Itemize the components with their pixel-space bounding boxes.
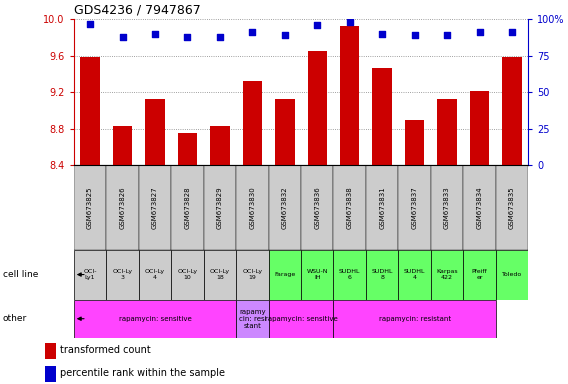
Bar bbox=[275, 99, 295, 165]
Text: percentile rank within the sample: percentile rank within the sample bbox=[60, 368, 224, 378]
Text: GSM673829: GSM673829 bbox=[217, 186, 223, 229]
Bar bbox=[340, 26, 360, 165]
Bar bbox=[307, 51, 327, 165]
Text: Pfeiff
er: Pfeiff er bbox=[472, 269, 487, 280]
Bar bbox=[45, 343, 56, 359]
Bar bbox=[366, 250, 398, 300]
Bar bbox=[236, 300, 269, 338]
Bar bbox=[204, 165, 236, 250]
Point bbox=[410, 32, 419, 38]
Bar bbox=[398, 250, 431, 300]
Bar bbox=[333, 250, 366, 300]
Text: GDS4236 / 7947867: GDS4236 / 7947867 bbox=[74, 3, 201, 17]
Text: transformed count: transformed count bbox=[60, 345, 151, 355]
Point bbox=[215, 34, 224, 40]
Bar bbox=[463, 165, 496, 250]
Text: GSM673838: GSM673838 bbox=[346, 186, 353, 229]
Text: GSM673837: GSM673837 bbox=[412, 186, 417, 229]
Text: GSM673830: GSM673830 bbox=[249, 186, 256, 229]
Bar bbox=[496, 250, 528, 300]
Bar bbox=[243, 81, 262, 165]
Text: OCI-Ly
10: OCI-Ly 10 bbox=[177, 269, 198, 280]
Point bbox=[475, 29, 484, 35]
Point bbox=[86, 20, 95, 26]
Bar bbox=[236, 165, 269, 250]
Point bbox=[118, 34, 127, 40]
Bar bbox=[496, 165, 528, 250]
Text: rapamy
cin: resi
stant: rapamy cin: resi stant bbox=[239, 309, 266, 329]
Text: Karpas
422: Karpas 422 bbox=[436, 269, 458, 280]
Bar bbox=[171, 250, 204, 300]
Text: GSM673826: GSM673826 bbox=[119, 186, 126, 229]
Bar bbox=[366, 165, 398, 250]
Text: cell line: cell line bbox=[3, 270, 38, 279]
Bar bbox=[373, 68, 392, 165]
Bar bbox=[431, 250, 463, 300]
Text: SUDHL
8: SUDHL 8 bbox=[371, 269, 393, 280]
Text: GSM673836: GSM673836 bbox=[314, 186, 320, 229]
Bar bbox=[106, 250, 139, 300]
Text: rapamycin: resistant: rapamycin: resistant bbox=[379, 316, 450, 322]
Bar bbox=[145, 99, 165, 165]
Text: Toledo: Toledo bbox=[502, 272, 522, 277]
Text: OCI-Ly
4: OCI-Ly 4 bbox=[145, 269, 165, 280]
Text: SUDHL
6: SUDHL 6 bbox=[339, 269, 361, 280]
Bar bbox=[113, 126, 132, 165]
Text: GSM673832: GSM673832 bbox=[282, 186, 288, 229]
Bar bbox=[333, 300, 496, 338]
Text: OCI-
Ly1: OCI- Ly1 bbox=[83, 269, 97, 280]
Text: Farage: Farage bbox=[274, 272, 295, 277]
Bar bbox=[437, 99, 457, 165]
Bar bbox=[398, 165, 431, 250]
Text: OCI-Ly
19: OCI-Ly 19 bbox=[243, 269, 262, 280]
Point bbox=[507, 29, 516, 35]
Bar bbox=[178, 133, 197, 165]
Bar bbox=[269, 250, 301, 300]
Bar bbox=[333, 165, 366, 250]
Bar bbox=[470, 91, 489, 165]
Text: GSM673835: GSM673835 bbox=[509, 186, 515, 229]
Bar bbox=[80, 56, 100, 165]
Bar bbox=[269, 300, 333, 338]
Text: GSM673834: GSM673834 bbox=[477, 186, 483, 229]
Text: GSM673825: GSM673825 bbox=[87, 186, 93, 228]
Bar bbox=[106, 165, 139, 250]
Text: GSM673828: GSM673828 bbox=[185, 186, 190, 229]
Text: OCI-Ly
3: OCI-Ly 3 bbox=[112, 269, 132, 280]
Text: WSU-N
IH: WSU-N IH bbox=[307, 269, 328, 280]
Text: GSM673833: GSM673833 bbox=[444, 186, 450, 229]
Bar bbox=[405, 119, 424, 165]
Bar bbox=[139, 165, 171, 250]
Bar bbox=[74, 250, 106, 300]
Bar bbox=[301, 165, 333, 250]
Bar bbox=[45, 366, 56, 382]
Bar bbox=[463, 250, 496, 300]
Bar bbox=[74, 300, 236, 338]
Text: rapamycin: sensitive: rapamycin: sensitive bbox=[265, 316, 337, 322]
Text: OCI-Ly
18: OCI-Ly 18 bbox=[210, 269, 230, 280]
Point bbox=[313, 22, 322, 28]
Bar bbox=[431, 165, 463, 250]
Text: GSM673827: GSM673827 bbox=[152, 186, 158, 229]
Point bbox=[151, 31, 160, 37]
Bar bbox=[74, 165, 106, 250]
Text: SUDHL
4: SUDHL 4 bbox=[404, 269, 425, 280]
Point bbox=[345, 19, 354, 25]
Bar bbox=[171, 165, 204, 250]
Bar bbox=[269, 165, 301, 250]
Point bbox=[442, 32, 452, 38]
Text: other: other bbox=[3, 314, 27, 323]
Bar bbox=[210, 126, 229, 165]
Text: GSM673831: GSM673831 bbox=[379, 186, 385, 229]
Point bbox=[378, 31, 387, 37]
Bar bbox=[502, 56, 522, 165]
Text: rapamycin: sensitive: rapamycin: sensitive bbox=[119, 316, 191, 322]
Point bbox=[280, 32, 289, 38]
Point bbox=[183, 34, 192, 40]
Point bbox=[248, 29, 257, 35]
Bar bbox=[139, 250, 171, 300]
Bar bbox=[204, 250, 236, 300]
Bar bbox=[301, 250, 333, 300]
Bar bbox=[236, 250, 269, 300]
